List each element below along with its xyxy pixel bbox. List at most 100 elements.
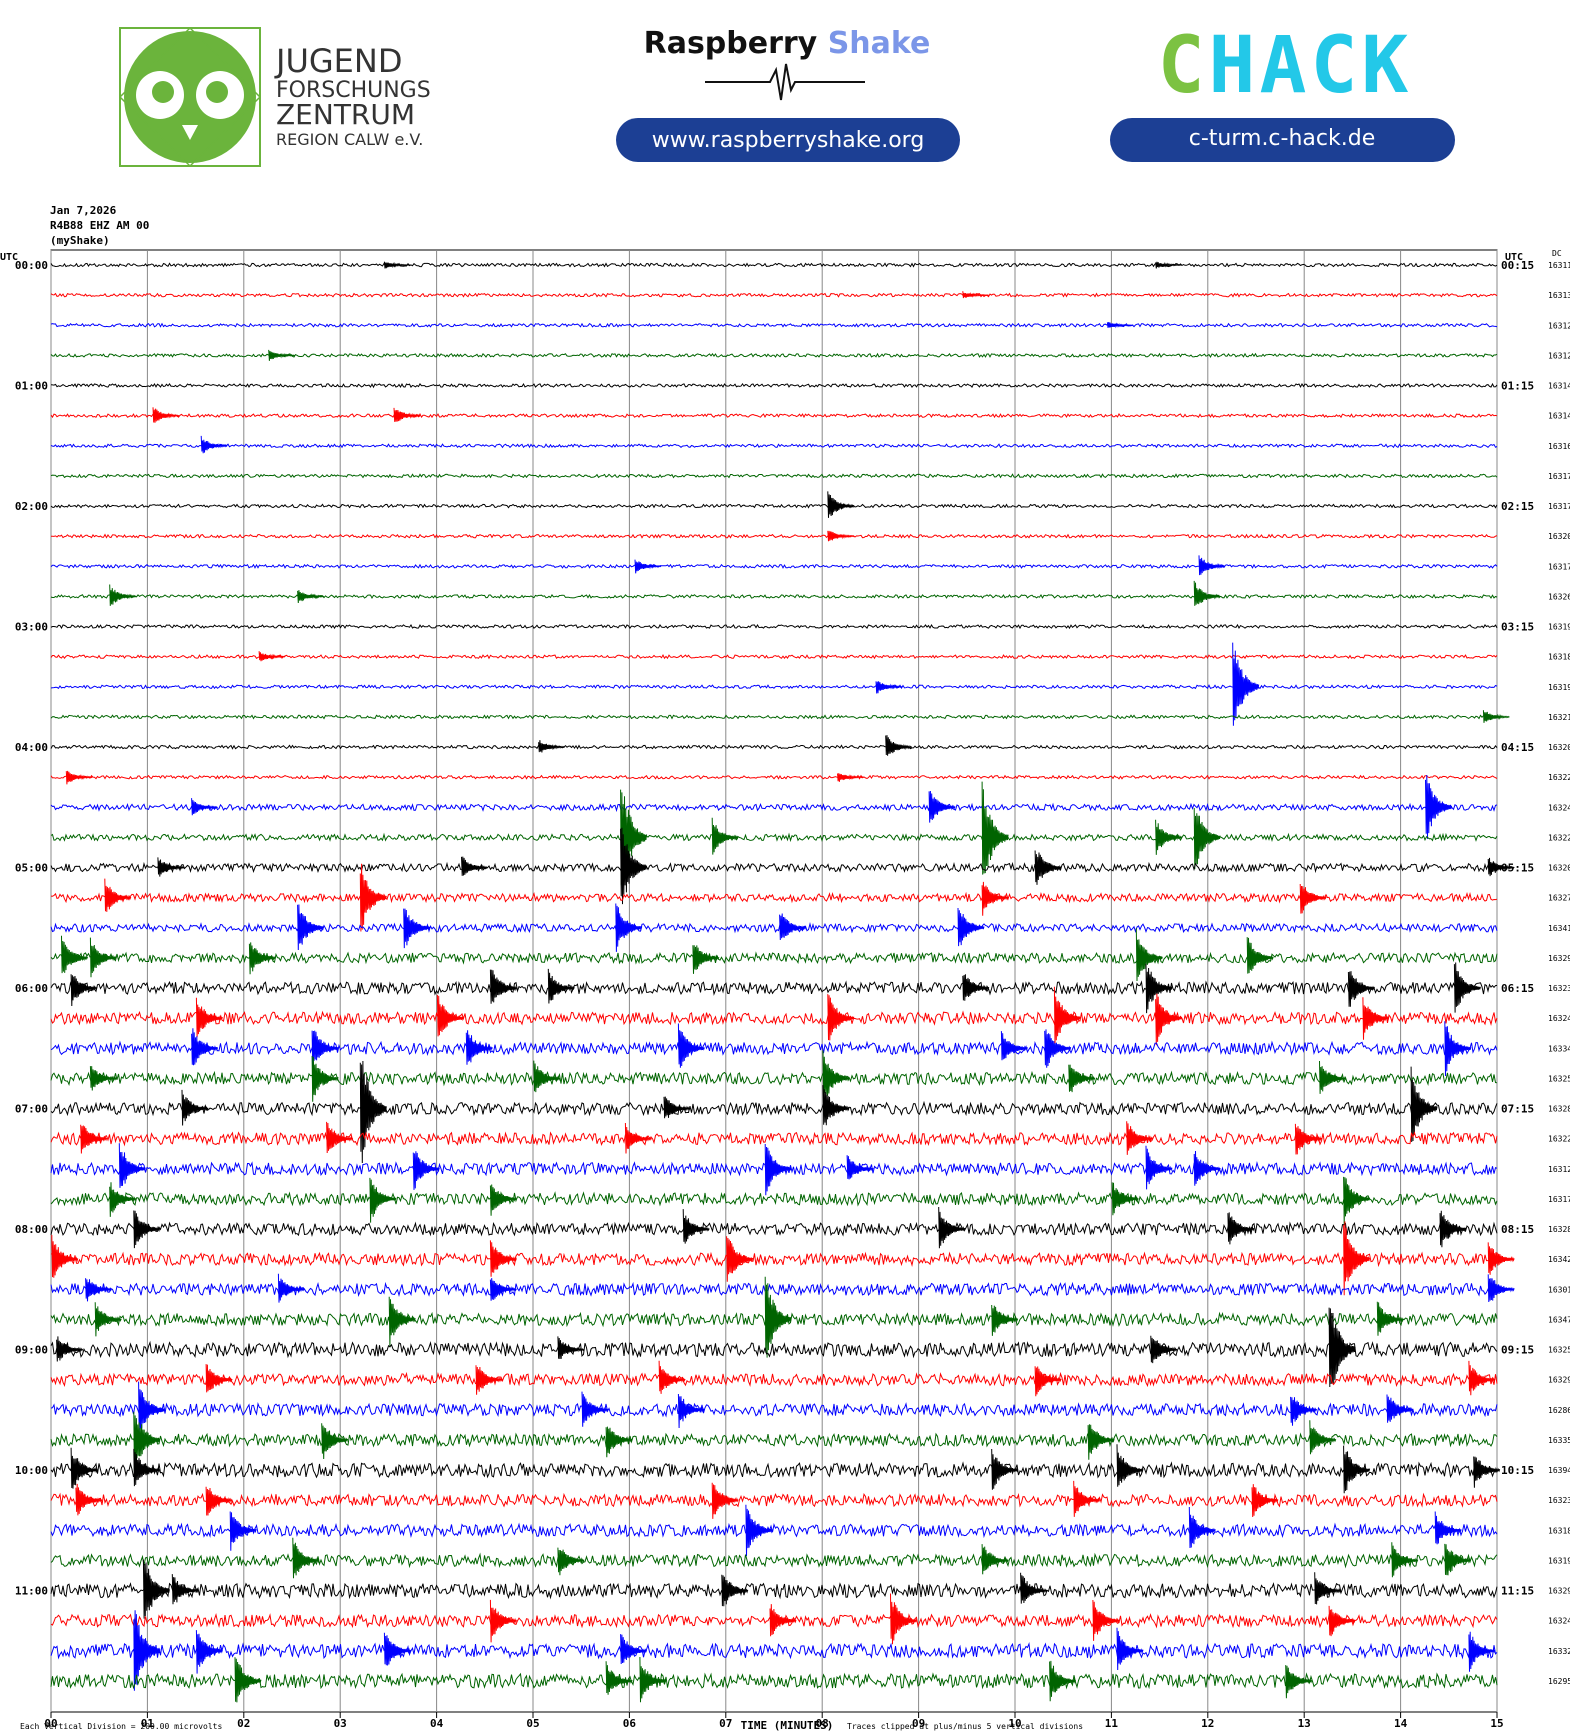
trace xyxy=(50,1672,1498,1690)
trace xyxy=(50,980,1498,996)
trace xyxy=(50,1070,1498,1087)
trace xyxy=(50,1221,1498,1237)
trace xyxy=(50,802,1498,813)
row-time-label: 06:00 xyxy=(15,982,48,995)
seismic-event xyxy=(962,974,990,1001)
seismic-event xyxy=(538,740,565,753)
seismic-event xyxy=(547,968,575,1004)
seismic-event xyxy=(1439,1210,1467,1248)
brand-part: Shake xyxy=(828,26,931,61)
seismic-event xyxy=(89,1066,117,1091)
url-pill[interactable] xyxy=(616,118,960,162)
seismic-event xyxy=(205,1364,233,1393)
trace xyxy=(50,593,1498,600)
url[interactable]: www.raspberryshake.org xyxy=(652,128,925,153)
seismic-event xyxy=(581,1391,609,1427)
seismic-event xyxy=(234,1657,262,1703)
dc-value: 16319 xyxy=(1548,623,1570,632)
seismic-event xyxy=(80,1124,108,1154)
trace xyxy=(50,861,1498,874)
info-line: (myShake) xyxy=(50,234,110,247)
seismic-event xyxy=(1487,1242,1515,1275)
dc-value: 16329 xyxy=(1548,1587,1570,1596)
dc-value: 16323 xyxy=(1548,984,1570,993)
brand-wave xyxy=(705,63,865,101)
dc-value: 16335 xyxy=(1548,1436,1570,1445)
dc-value: 16323 xyxy=(1548,1496,1570,1505)
seismic-event xyxy=(297,904,325,951)
seismic-event xyxy=(268,349,295,361)
seismic-event xyxy=(1299,883,1327,914)
seismic-event xyxy=(1155,261,1182,269)
trace xyxy=(50,654,1498,660)
row-time-label: 03:00 xyxy=(15,621,48,634)
dc-value: 16322 xyxy=(1548,833,1570,842)
seismic-event xyxy=(822,1050,850,1103)
dc-value: 16327 xyxy=(1548,894,1570,903)
seismic-event xyxy=(827,530,855,542)
seismic-event xyxy=(938,1206,966,1249)
x-axis-label: TIME (MINUTES) xyxy=(741,1719,834,1732)
row-time-label: 05:15 xyxy=(1501,862,1534,875)
seismic-event xyxy=(70,1447,98,1489)
org-line: REGION CALW e.V. xyxy=(276,130,423,149)
row-time-label: 01:15 xyxy=(1501,380,1534,393)
seismic-event xyxy=(1328,1307,1356,1388)
dc-value: 16329 xyxy=(1548,1376,1570,1385)
seismic-event xyxy=(557,1336,585,1360)
seismic-event xyxy=(1073,1480,1101,1517)
dc-value: 16312 xyxy=(1548,1165,1570,1174)
seismic-event xyxy=(248,942,276,975)
seismic-event xyxy=(1193,807,1221,870)
seismic-event xyxy=(1444,1021,1472,1077)
trace xyxy=(50,473,1498,479)
x-tick-label: 14 xyxy=(1394,1717,1408,1730)
seismic-event xyxy=(533,1060,561,1093)
trace xyxy=(50,292,1498,298)
url-pill[interactable] xyxy=(1110,118,1455,162)
seismic-event xyxy=(624,1122,652,1154)
trace xyxy=(51,533,1498,539)
seismic-event xyxy=(171,1574,199,1605)
url[interactable]: c-turm.c-hack.de xyxy=(1189,126,1375,151)
trace xyxy=(50,503,1498,509)
dc-value: 16325 xyxy=(1548,1346,1570,1355)
org-line: FORSCHUNGS xyxy=(276,78,431,103)
seismic-event xyxy=(133,1610,161,1691)
seismic-event xyxy=(65,770,93,785)
x-tick-label: 00 xyxy=(44,1717,57,1730)
seismic-event xyxy=(615,903,643,952)
seismic-event xyxy=(981,881,1009,916)
seismic-event xyxy=(764,1143,792,1196)
seismic-event xyxy=(61,935,88,974)
seismic-event xyxy=(383,1632,411,1666)
seismic-event xyxy=(383,261,411,269)
seismic-event xyxy=(56,1336,84,1362)
info-line: Jan 7,2026 xyxy=(50,204,117,217)
org-line: ZENTRUM xyxy=(276,98,415,131)
trace xyxy=(50,1461,1498,1479)
row-time-label: 03:15 xyxy=(1501,621,1534,634)
seismic-event xyxy=(837,773,864,782)
seismic-event xyxy=(142,1559,170,1619)
seismic-event xyxy=(109,584,137,606)
seismic-event xyxy=(981,1544,1009,1575)
dc-value: 16317 xyxy=(1548,1195,1570,1204)
trace xyxy=(50,1100,1498,1117)
seismic-event xyxy=(138,1381,166,1437)
right-unit: UTC xyxy=(1505,252,1523,263)
trace xyxy=(50,1281,1498,1297)
seismic-event xyxy=(475,1365,503,1395)
dc-value: 16316 xyxy=(1548,442,1570,451)
seismic-event xyxy=(311,1030,339,1070)
seismic-event xyxy=(1343,1445,1371,1494)
dc-value: 16317 xyxy=(1548,562,1570,571)
footnote: Each Vertical Division = 200.00 microvol… xyxy=(20,1722,222,1731)
seismic-event xyxy=(885,735,913,756)
row-time-label: 08:15 xyxy=(1501,1223,1534,1236)
trace xyxy=(50,744,1498,750)
seismic-event xyxy=(1092,1599,1120,1641)
plot-frame xyxy=(50,249,1498,1713)
brand: Raspberry Shake xyxy=(644,26,931,61)
info-line: R4B88 EHZ AM 00 xyxy=(50,219,149,232)
